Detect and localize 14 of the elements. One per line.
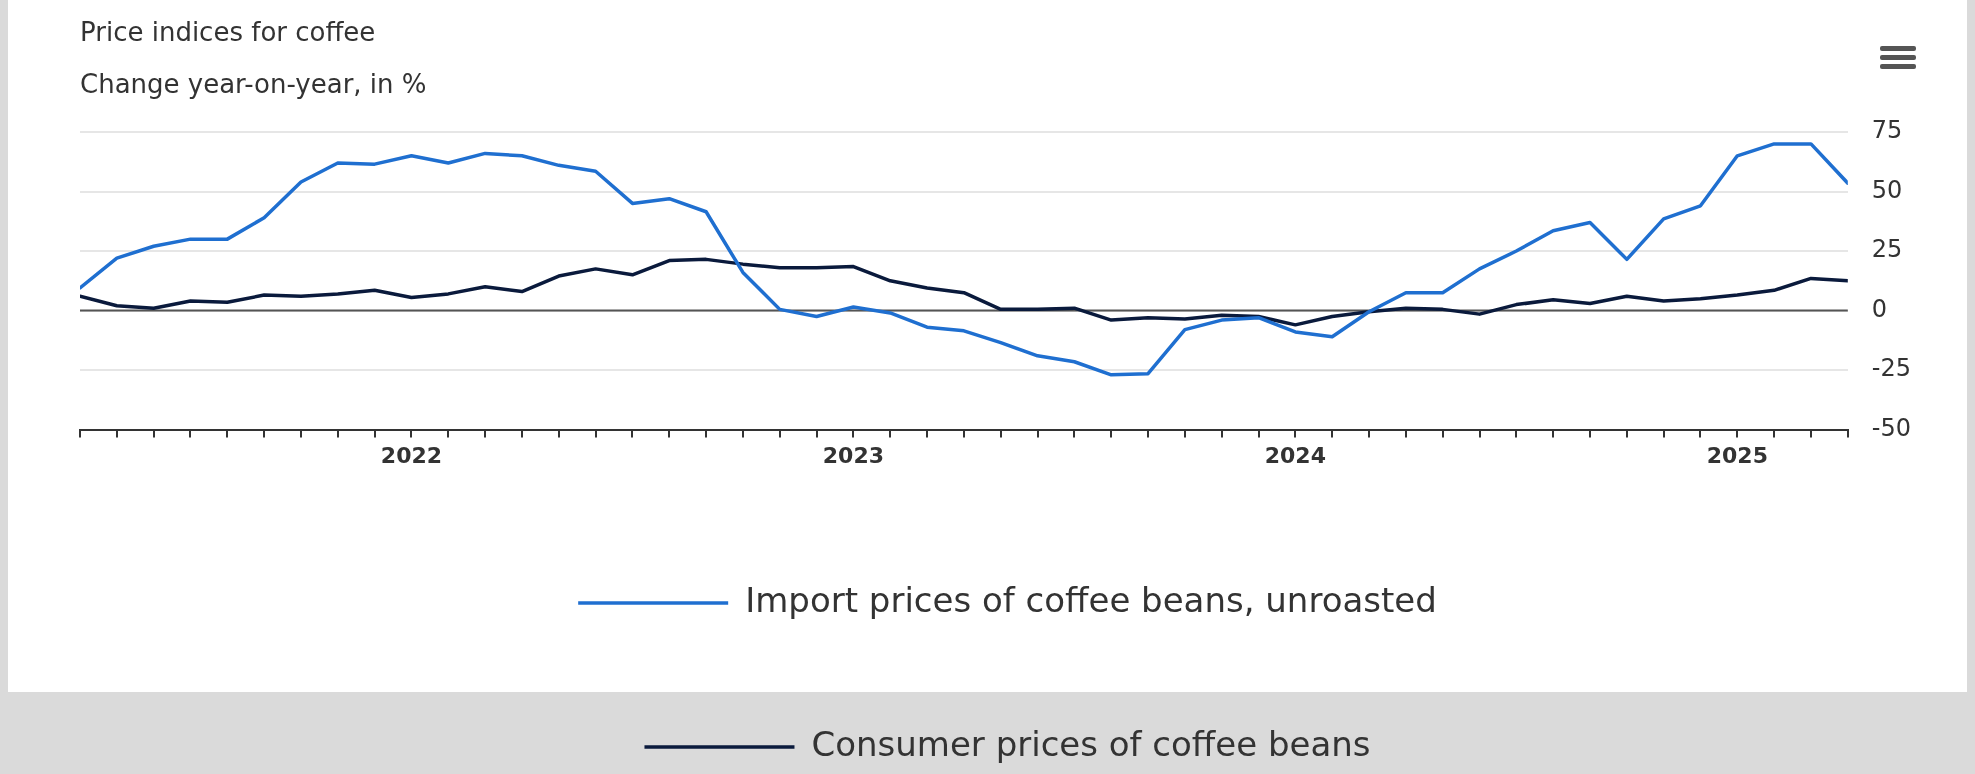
legend-label: Import prices of coffee beans, unroasted bbox=[745, 579, 1437, 620]
chart-subtitle: Change year-on-year, in % bbox=[80, 68, 427, 99]
x-tick-label: 2022 bbox=[380, 442, 443, 468]
y-tick-label: 75 bbox=[1871, 116, 1903, 145]
y-tick-label: -25 bbox=[1871, 354, 1911, 383]
x-tick-label: 2023 bbox=[822, 442, 885, 468]
y-tick-label: -50 bbox=[1871, 413, 1911, 442]
y-tick-label: 0 bbox=[1871, 294, 1888, 323]
chart-title: Price indices for coffee bbox=[80, 16, 376, 47]
legend-label: Consumer prices of coffee beans bbox=[811, 723, 1371, 764]
x-tick-label: 2025 bbox=[1706, 442, 1768, 468]
y-tick-label: 50 bbox=[1871, 175, 1903, 204]
y-tick-label: 25 bbox=[1871, 235, 1903, 264]
x-tick-label: 2024 bbox=[1264, 442, 1326, 468]
